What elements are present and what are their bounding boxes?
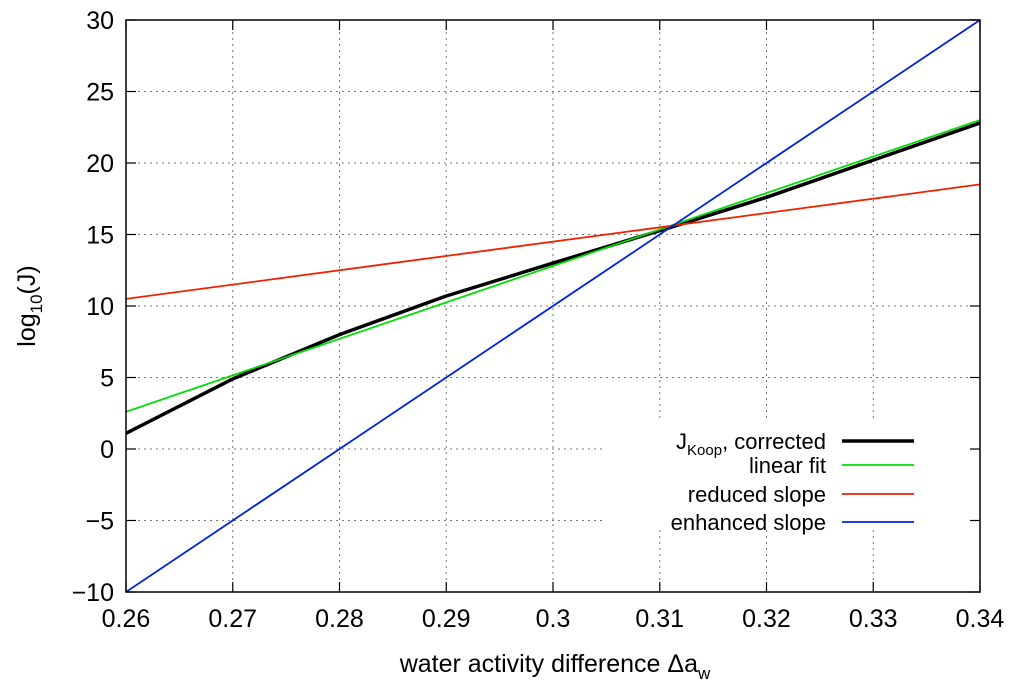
legend-label: reduced slope — [688, 482, 826, 507]
y-tick-label: 5 — [100, 365, 114, 393]
y-tick-label: −5 — [85, 508, 114, 536]
series-line — [125, 183, 981, 300]
x-tick-label: 0.26 — [102, 605, 151, 633]
series-line — [125, 19, 981, 593]
legend-label: JKoop, corrected — [676, 429, 826, 459]
series-line — [125, 119, 981, 413]
x-tick-label: 0.27 — [208, 605, 257, 633]
y-axis-label: log10(J) — [13, 265, 46, 346]
x-tick-label: 0.33 — [849, 605, 898, 633]
legend-label: linear fit — [749, 453, 826, 478]
x-tick-label: 0.29 — [422, 605, 471, 633]
ticks: 0.26 0.27 0.28 0.29 0.3 0.31 0.32 0.33 0.34 −10 −5… — [72, 7, 1005, 633]
y-tick-label: 15 — [86, 222, 114, 250]
series-line — [125, 121, 981, 435]
legend-label: enhanced slope — [671, 510, 826, 535]
y-tick-label: 20 — [86, 150, 114, 178]
y-tick-label: 30 — [86, 7, 114, 35]
x-tick-label: 0.34 — [956, 605, 1005, 633]
x-tick-label: 0.32 — [742, 605, 791, 633]
x-tick-label: 0.3 — [536, 605, 571, 633]
y-tick-label: −10 — [72, 579, 114, 607]
y-tick-label: 10 — [86, 293, 114, 321]
x-tick-label: 0.31 — [635, 605, 684, 633]
y-tick-label: 25 — [86, 79, 114, 107]
x-axis-label: water activity difference Δaw — [399, 650, 711, 683]
y-tick-label: 0 — [100, 436, 114, 464]
series-lines — [125, 19, 981, 593]
x-tick-label: 0.28 — [315, 605, 364, 633]
